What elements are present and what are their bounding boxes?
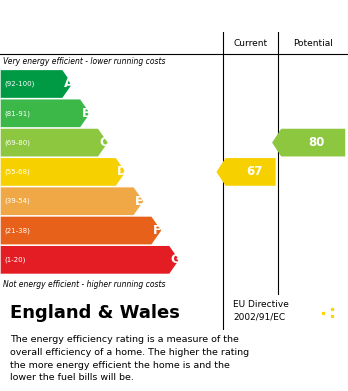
Text: England & Wales: England & Wales <box>10 303 180 321</box>
Text: C: C <box>100 136 109 149</box>
Text: (81-91): (81-91) <box>4 110 30 117</box>
Polygon shape <box>1 187 143 215</box>
Text: A: A <box>64 77 73 90</box>
Text: Potential: Potential <box>293 39 333 48</box>
Polygon shape <box>1 246 179 274</box>
Polygon shape <box>1 217 161 244</box>
Text: (92-100): (92-100) <box>4 81 34 87</box>
Polygon shape <box>1 129 108 156</box>
Text: 67: 67 <box>246 165 262 178</box>
Text: (21-38): (21-38) <box>4 227 30 234</box>
Text: G: G <box>171 253 181 266</box>
Text: Current: Current <box>234 39 268 48</box>
Polygon shape <box>1 70 72 98</box>
Text: Not energy efficient - higher running costs: Not energy efficient - higher running co… <box>3 280 166 289</box>
Text: B: B <box>81 107 91 120</box>
Text: 80: 80 <box>308 136 325 149</box>
Text: F: F <box>153 224 161 237</box>
Polygon shape <box>1 99 90 127</box>
Text: E: E <box>135 195 143 208</box>
Text: (69-80): (69-80) <box>4 139 30 146</box>
Text: D: D <box>117 165 127 178</box>
Polygon shape <box>1 158 126 186</box>
Text: Energy Efficiency Rating: Energy Efficiency Rating <box>10 9 231 23</box>
Text: (55-68): (55-68) <box>4 169 30 175</box>
Polygon shape <box>216 158 276 186</box>
Polygon shape <box>272 129 345 156</box>
Text: Very energy efficient - lower running costs: Very energy efficient - lower running co… <box>3 57 166 66</box>
Text: (1-20): (1-20) <box>4 256 25 263</box>
Text: EU Directive
2002/91/EC: EU Directive 2002/91/EC <box>233 300 289 321</box>
Text: The energy efficiency rating is a measure of the
overall efficiency of a home. T: The energy efficiency rating is a measur… <box>10 335 250 382</box>
Text: (39-54): (39-54) <box>4 198 30 204</box>
